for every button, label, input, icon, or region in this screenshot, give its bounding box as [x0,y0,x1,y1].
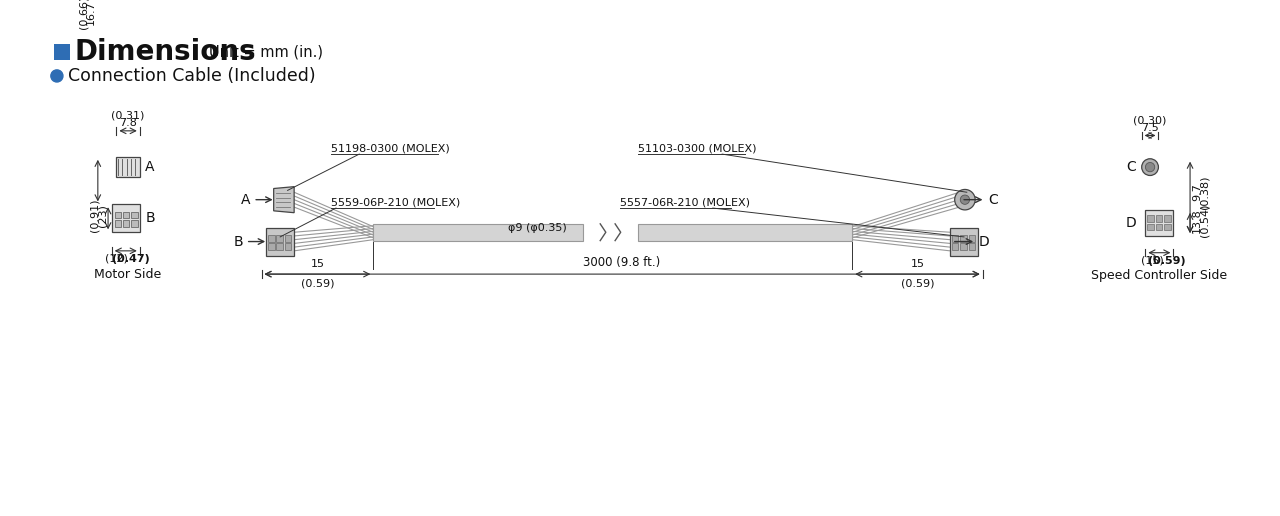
Text: C: C [1126,160,1137,174]
Polygon shape [274,187,294,213]
Bar [111,204,140,232]
Bar [285,235,292,241]
Text: B: B [146,211,155,225]
Text: C: C [988,192,998,207]
Circle shape [1142,159,1158,175]
Bar [1156,216,1162,222]
Text: 9.7: 9.7 [1192,183,1202,201]
Bar [1147,224,1153,230]
Bar [115,220,122,227]
Text: B: B [233,235,243,249]
Circle shape [960,195,969,204]
Text: A: A [241,192,251,207]
Text: (0.30): (0.30) [1133,115,1167,125]
Text: (0.91): (0.91) [90,199,100,232]
Text: Motor Side: Motor Side [95,268,161,281]
Text: (0.59): (0.59) [901,279,934,289]
Bar [123,220,129,227]
Circle shape [51,70,63,82]
Bar [1164,216,1170,222]
Bar [1156,224,1162,230]
Text: 7.5: 7.5 [1142,123,1158,133]
Bar [1164,224,1170,230]
Bar [116,157,140,178]
Text: 51198-0300 (MOLEX): 51198-0300 (MOLEX) [332,143,451,153]
Bar [276,235,283,241]
Text: Unit = mm (in.): Unit = mm (in.) [209,44,323,59]
Circle shape [955,189,975,210]
Bar [969,244,975,250]
Bar [123,212,129,218]
Bar [1147,216,1153,222]
Text: φ9 (φ0.35): φ9 (φ0.35) [508,223,567,233]
Text: 16.7: 16.7 [86,1,96,25]
Bar [132,220,138,227]
Bar [266,228,294,255]
Bar [639,224,852,240]
Text: (0.31): (0.31) [111,110,145,121]
Bar [952,235,959,241]
Bar [969,235,975,241]
Text: (0.59): (0.59) [301,279,334,289]
Text: (23): (23) [97,204,108,227]
Text: (0.54): (0.54) [1199,203,1210,237]
Bar [132,212,138,218]
Bar [950,228,978,255]
Text: (15): (15) [1140,255,1164,266]
Text: 13.8: 13.8 [1192,208,1202,233]
Text: (0.66): (0.66) [78,0,88,29]
Text: Speed Controller Side: Speed Controller Side [1092,269,1228,282]
Bar [54,44,70,60]
Text: Dimensions: Dimensions [74,38,256,66]
Text: 15: 15 [910,260,924,269]
Bar [952,244,959,250]
Text: (0.59): (0.59) [1148,255,1185,266]
Bar [960,244,966,250]
Bar [268,235,275,241]
Bar [374,224,582,240]
Text: 5559-06P-210 (MOLEX): 5559-06P-210 (MOLEX) [332,197,461,207]
Text: 15: 15 [310,260,324,269]
Text: Connection Cable (Included): Connection Cable (Included) [68,67,316,85]
Text: (0.38): (0.38) [1199,175,1210,208]
Text: A: A [146,160,155,174]
Circle shape [1146,163,1155,172]
Bar [115,212,122,218]
Text: 51103-0300 (MOLEX): 51103-0300 (MOLEX) [639,143,756,153]
Bar [285,244,292,250]
Text: (0.47): (0.47) [111,254,150,264]
Bar [1146,210,1174,236]
Bar [960,235,966,241]
Text: 3000 (9.8 ft.): 3000 (9.8 ft.) [584,256,660,269]
Text: (12): (12) [105,254,128,264]
Text: D: D [979,235,989,249]
Bar [276,244,283,250]
Text: D: D [1125,216,1137,230]
Text: 7.8: 7.8 [119,118,137,128]
Text: 5557-06R-210 (MOLEX): 5557-06R-210 (MOLEX) [620,197,750,207]
Bar [268,244,275,250]
